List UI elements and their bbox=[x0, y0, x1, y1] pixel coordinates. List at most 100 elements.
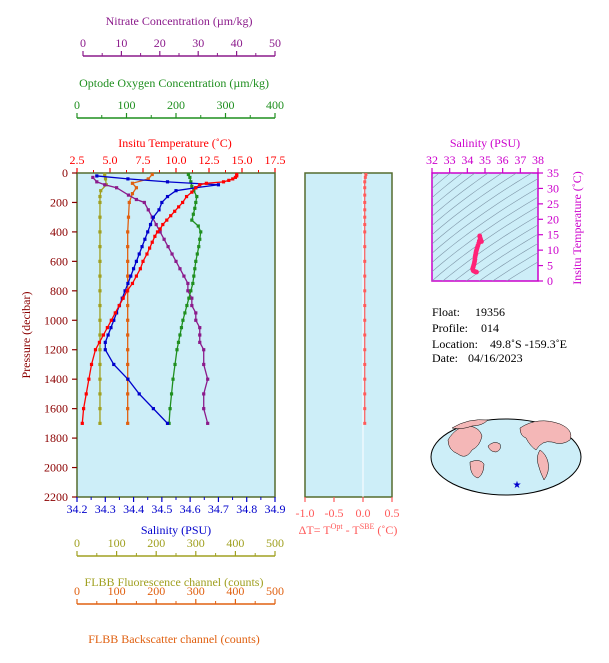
salinity-point bbox=[160, 200, 164, 205]
temperature-point bbox=[97, 340, 102, 344]
temperature-point bbox=[101, 333, 105, 337]
ts-point bbox=[474, 269, 479, 275]
nitrate-axis-tick-label: 30 bbox=[192, 36, 204, 50]
float-label: Float: bbox=[432, 305, 460, 319]
oxygen-point bbox=[195, 252, 199, 256]
fluorescence-axis-tick-label: 400 bbox=[226, 536, 244, 550]
pressure-tick-label: 0 bbox=[62, 166, 68, 180]
oxygen-axis-tick-label: 100 bbox=[118, 98, 136, 112]
oxygen-point bbox=[175, 348, 179, 352]
oxygen-point bbox=[188, 175, 192, 180]
pressure-tick-label: 600 bbox=[50, 254, 68, 268]
profile-label: Profile: bbox=[432, 321, 468, 335]
temperature-point bbox=[89, 362, 94, 367]
backscatter-axis-tick-label: 300 bbox=[187, 584, 205, 598]
ts-salinity-tick-label: 38 bbox=[532, 153, 544, 167]
ts-temperature-tick-label: 30 bbox=[547, 181, 559, 195]
dt-tick-label: 0.0 bbox=[356, 506, 371, 520]
dt-point bbox=[363, 259, 367, 263]
nitrate-point bbox=[198, 340, 202, 344]
oxygen-point bbox=[199, 230, 203, 234]
backscatter-point bbox=[126, 303, 130, 308]
temperature-point bbox=[141, 259, 145, 263]
backscatter-point bbox=[126, 392, 130, 396]
salinity-point bbox=[157, 208, 161, 212]
ts-temperature-tick-label: 15 bbox=[547, 228, 559, 242]
dt-point bbox=[363, 392, 367, 396]
temperature-point bbox=[173, 209, 177, 213]
salinity-point bbox=[109, 326, 113, 330]
temperature-point bbox=[204, 181, 208, 185]
fluorescence-point bbox=[98, 215, 102, 219]
dt-point bbox=[363, 333, 367, 337]
world-map: ★ bbox=[430, 418, 582, 496]
backscatter-point bbox=[126, 215, 131, 219]
nitrate-point bbox=[174, 259, 178, 263]
salinity-point bbox=[123, 289, 127, 293]
pressure-tick-label: 1000 bbox=[44, 313, 68, 327]
dt-tick-label: -0.5 bbox=[325, 506, 344, 520]
nitrate-axis: Nitrate Concentration (µm/kg) 0 10 20 30 40 5… bbox=[80, 14, 281, 57]
backscatter-point bbox=[134, 186, 138, 190]
salinity-point bbox=[126, 177, 130, 181]
temperature-point bbox=[177, 205, 181, 209]
nitrate-axis-title: Nitrate Concentration (µm/kg) bbox=[106, 14, 253, 28]
ts-salinity-tick-label: 35 bbox=[479, 153, 491, 167]
fluorescence-point bbox=[99, 189, 103, 193]
nitrate-point bbox=[186, 289, 190, 293]
backscatter-axis-tick-label: 500 bbox=[266, 584, 284, 598]
fluorescence-point bbox=[98, 194, 102, 199]
ts-salinity-title: Salinity (PSU) bbox=[450, 136, 520, 150]
temperature-point bbox=[87, 377, 91, 381]
nitrate-point bbox=[198, 326, 202, 330]
salinity-point bbox=[126, 377, 130, 381]
pressure-tick-label: 400 bbox=[50, 225, 68, 239]
nitrate-point bbox=[202, 392, 206, 396]
salinity-point bbox=[151, 407, 155, 411]
temperature-point bbox=[233, 175, 237, 180]
fluorescence-point bbox=[98, 392, 102, 396]
nitrate-axis-tick-label: 50 bbox=[269, 36, 281, 50]
oxygen-axis-tick-label: 300 bbox=[217, 98, 235, 112]
oxygen-point bbox=[173, 362, 177, 367]
temperature-axis-tick-label: 17.5 bbox=[265, 153, 286, 167]
profile-plot-area bbox=[76, 172, 276, 498]
nitrate-point bbox=[186, 281, 190, 286]
dt-plot-area bbox=[304, 172, 393, 498]
oxygen-point bbox=[196, 224, 200, 228]
nitrate-point bbox=[182, 274, 186, 278]
date-label: Date: bbox=[432, 351, 458, 365]
salinity-axis-tick-label: 34.3 bbox=[95, 502, 116, 516]
backscatter-point bbox=[126, 245, 130, 249]
salinity-point bbox=[112, 318, 116, 322]
backscatter-point bbox=[127, 200, 131, 205]
dt-point bbox=[363, 215, 367, 219]
oxygen-point bbox=[190, 184, 194, 188]
backscatter-point bbox=[126, 230, 130, 234]
fluorescence-axis-tick-label: 0 bbox=[74, 536, 80, 550]
nitrate-axis-tick-label: 40 bbox=[231, 36, 243, 50]
fluorescence-point bbox=[98, 318, 102, 322]
salinity-point bbox=[140, 245, 144, 249]
oxygen-point bbox=[179, 326, 184, 330]
nitrate-point bbox=[166, 245, 170, 249]
pressure-tick-label: 2000 bbox=[44, 461, 68, 475]
backscatter-axis-tick-label: 100 bbox=[108, 584, 126, 598]
temperature-point bbox=[138, 267, 142, 271]
backscatter-point bbox=[126, 259, 130, 263]
nitrate-axis-tick-label: 10 bbox=[115, 36, 127, 50]
nitrate-point bbox=[202, 407, 206, 411]
fluorescence-point bbox=[98, 245, 102, 249]
temperature-point bbox=[184, 194, 189, 199]
salinity-point bbox=[126, 281, 130, 286]
oxygen-point bbox=[197, 245, 201, 249]
ts-temperature-tick-label: 25 bbox=[547, 197, 559, 211]
nitrate-point bbox=[126, 193, 131, 197]
pressure-axis-title: Pressure (decibar) bbox=[19, 292, 33, 379]
nitrate-point bbox=[202, 348, 206, 352]
temperature-point bbox=[198, 183, 202, 187]
oxygen-point bbox=[194, 200, 198, 205]
date-value: 04/16/2023 bbox=[468, 351, 523, 365]
pressure-tick-label: 800 bbox=[50, 284, 68, 298]
